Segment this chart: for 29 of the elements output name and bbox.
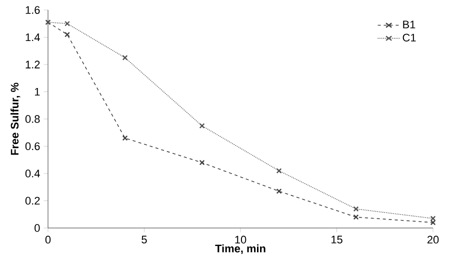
point xyxy=(276,168,282,174)
point xyxy=(199,160,205,166)
x-axis-title: Time, min xyxy=(215,244,266,254)
y-tick-label: 0.4 xyxy=(25,170,40,178)
point xyxy=(353,214,359,220)
y-tick-label: 0.8 xyxy=(25,115,40,123)
y-tick-label: 1.4 xyxy=(26,33,40,42)
point xyxy=(64,20,70,26)
point xyxy=(122,135,128,141)
point xyxy=(64,32,70,38)
point xyxy=(353,206,359,212)
point xyxy=(430,216,436,222)
x-tick-label: 15 xyxy=(331,236,342,244)
x-tick-label: 20 xyxy=(427,236,439,244)
y-tick-label: 0.6 xyxy=(25,142,40,150)
y-tick-label: 1.2 xyxy=(26,60,40,68)
y-tick-label: 0.2 xyxy=(25,196,40,205)
point xyxy=(199,123,205,129)
y-tick-label: 1.6 xyxy=(26,6,40,14)
x-tick-label: 10 xyxy=(235,236,246,244)
x-tick-label: 0 xyxy=(45,236,51,244)
y-tick-label: 1 xyxy=(34,88,40,96)
legend-label: B1 xyxy=(403,20,416,28)
y-axis-title: Free Sulfur, % xyxy=(10,82,20,155)
y-tick-label: 0 xyxy=(34,224,40,232)
point xyxy=(276,188,282,194)
point xyxy=(122,54,128,60)
x-tick-label: 5 xyxy=(142,236,147,244)
legend-label: C1 xyxy=(402,34,416,42)
